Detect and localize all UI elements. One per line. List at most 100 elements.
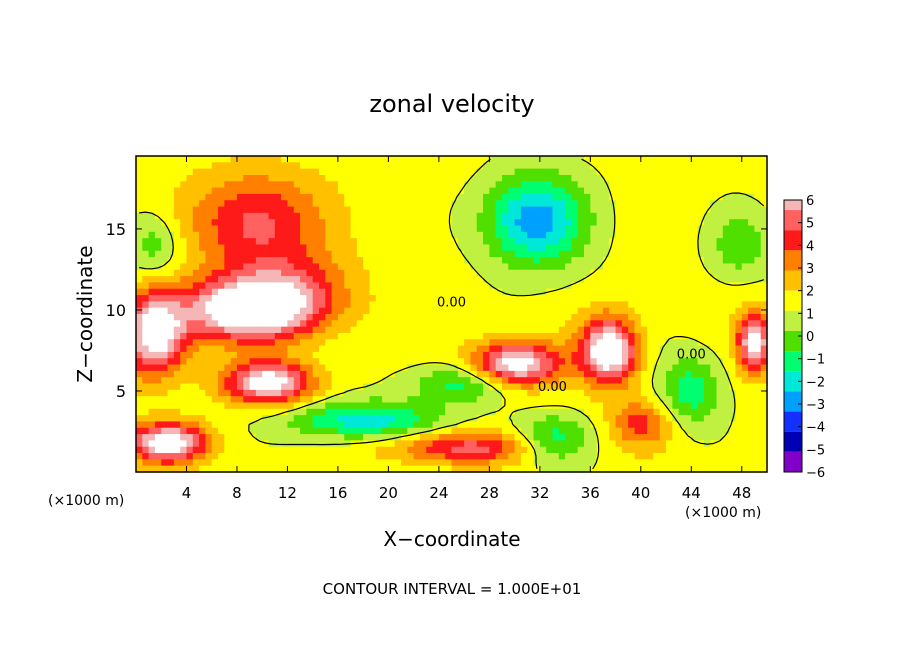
field-cell bbox=[741, 427, 749, 435]
field-cell bbox=[262, 358, 270, 366]
field-cell bbox=[249, 358, 257, 366]
field-cell bbox=[394, 326, 402, 334]
field-cell bbox=[236, 465, 244, 473]
field-cell bbox=[760, 187, 768, 195]
field-cell bbox=[325, 408, 333, 416]
field-cell bbox=[312, 332, 320, 340]
field-cell bbox=[205, 345, 213, 353]
field-cell bbox=[356, 408, 364, 416]
field-cell bbox=[369, 320, 377, 328]
field-cell bbox=[457, 257, 465, 265]
field-cell bbox=[136, 206, 143, 214]
field-cell bbox=[546, 421, 554, 429]
field-cell bbox=[483, 453, 490, 460]
field-cell bbox=[224, 345, 232, 353]
field-cell bbox=[262, 459, 270, 467]
field-cell bbox=[344, 339, 352, 347]
field-cell bbox=[350, 212, 358, 220]
field-cell bbox=[546, 446, 554, 454]
field-cell bbox=[647, 181, 655, 189]
field-cell bbox=[136, 200, 143, 208]
field-cell bbox=[337, 181, 345, 189]
field-cell bbox=[684, 174, 692, 182]
field-cell bbox=[584, 225, 591, 233]
field-cell bbox=[666, 238, 673, 246]
field-cell bbox=[716, 314, 724, 321]
field-cell bbox=[489, 446, 497, 454]
field-cell bbox=[199, 174, 207, 182]
field-cell bbox=[520, 225, 528, 233]
field-cell bbox=[249, 212, 257, 220]
field-cell bbox=[312, 162, 320, 170]
field-cell bbox=[300, 282, 307, 290]
field-cell bbox=[167, 351, 175, 359]
field-cell bbox=[205, 377, 213, 385]
field-cell bbox=[325, 402, 333, 410]
field-cell bbox=[602, 465, 610, 473]
field-cell bbox=[218, 174, 225, 182]
field-cell bbox=[369, 250, 377, 258]
field-cell bbox=[703, 459, 711, 467]
field-cell bbox=[735, 440, 743, 448]
field-cell bbox=[508, 212, 516, 220]
field-cell bbox=[180, 162, 188, 170]
field-cell bbox=[331, 225, 339, 233]
field-cell bbox=[640, 465, 648, 473]
field-cell bbox=[457, 288, 465, 296]
field-cell bbox=[716, 238, 724, 246]
field-cell bbox=[211, 402, 219, 410]
field-cell bbox=[218, 307, 225, 315]
field-cell bbox=[716, 440, 724, 448]
field-cell bbox=[318, 453, 326, 460]
field-cell bbox=[401, 396, 408, 404]
field-cell bbox=[218, 314, 225, 321]
field-cell bbox=[274, 446, 282, 454]
field-cell bbox=[445, 339, 453, 347]
field-cell bbox=[161, 238, 169, 246]
field-cell bbox=[684, 446, 692, 454]
field-cell bbox=[760, 339, 768, 347]
field-cell bbox=[218, 351, 225, 359]
field-cell bbox=[161, 345, 169, 353]
field-cell bbox=[760, 162, 768, 170]
field-cell bbox=[659, 396, 667, 404]
field-cell bbox=[741, 187, 749, 195]
field-cell bbox=[527, 269, 535, 277]
field-cell bbox=[173, 339, 181, 347]
field-cell bbox=[337, 288, 345, 296]
field-cell bbox=[255, 206, 263, 214]
field-cell bbox=[230, 440, 238, 448]
field-cell bbox=[243, 415, 251, 423]
field-cell bbox=[684, 453, 692, 460]
field-cell bbox=[584, 200, 591, 208]
field-cell bbox=[729, 370, 737, 378]
field-cell bbox=[325, 263, 333, 271]
field-cell bbox=[426, 156, 434, 163]
field-cell bbox=[388, 168, 396, 176]
field-cell bbox=[741, 276, 749, 283]
field-cell bbox=[508, 156, 516, 163]
field-cell bbox=[584, 219, 591, 227]
field-cell bbox=[464, 212, 472, 220]
field-cell bbox=[287, 288, 295, 296]
field-cell bbox=[716, 200, 724, 208]
field-cell bbox=[464, 408, 472, 416]
field-cell bbox=[426, 446, 434, 454]
field-cell bbox=[609, 320, 617, 328]
field-cell bbox=[609, 402, 617, 410]
field-cell bbox=[508, 408, 516, 416]
field-cell bbox=[167, 276, 175, 283]
field-cell bbox=[697, 446, 705, 454]
field-cell bbox=[722, 282, 730, 290]
field-cell bbox=[691, 269, 699, 277]
field-cell bbox=[457, 156, 465, 163]
field-cell bbox=[413, 187, 421, 195]
field-cell bbox=[407, 257, 415, 265]
field-cell bbox=[590, 465, 598, 473]
field-cell bbox=[684, 415, 692, 423]
field-cell bbox=[527, 250, 535, 258]
field-cell bbox=[514, 225, 522, 233]
field-cell bbox=[457, 219, 465, 227]
field-cell bbox=[363, 238, 371, 246]
field-cell bbox=[325, 288, 333, 296]
